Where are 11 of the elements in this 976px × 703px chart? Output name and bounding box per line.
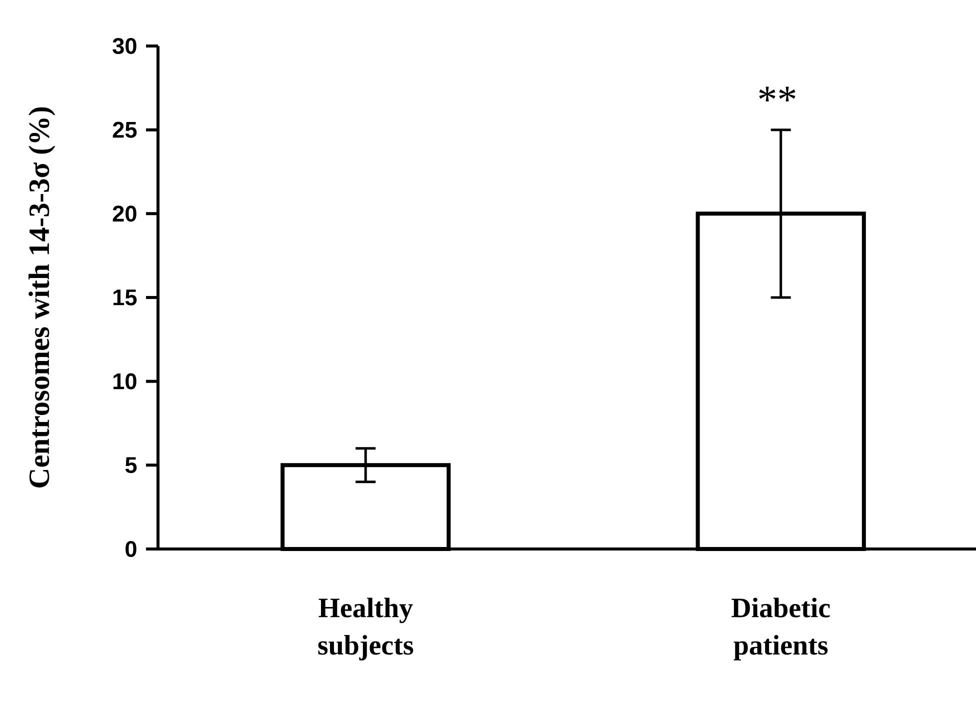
- annotation: **: [759, 86, 796, 102]
- y-axis-title: Centrosomes with 14-3-3σ (%): [28, 107, 56, 488]
- y-tick-label: 25: [112, 122, 137, 138]
- y-tick-label: 10: [114, 373, 136, 390]
- x-tick-label: Healthy subjects: [318, 598, 414, 660]
- y-tick-label: 30: [112, 38, 136, 54]
- y-tick-label: 20: [112, 206, 136, 222]
- x-tick-label: Diabetic patients: [732, 598, 830, 660]
- y-tick-label: 5: [125, 457, 137, 474]
- y-tick-label: 15: [114, 290, 137, 306]
- y-tick-label: 0: [126, 540, 136, 558]
